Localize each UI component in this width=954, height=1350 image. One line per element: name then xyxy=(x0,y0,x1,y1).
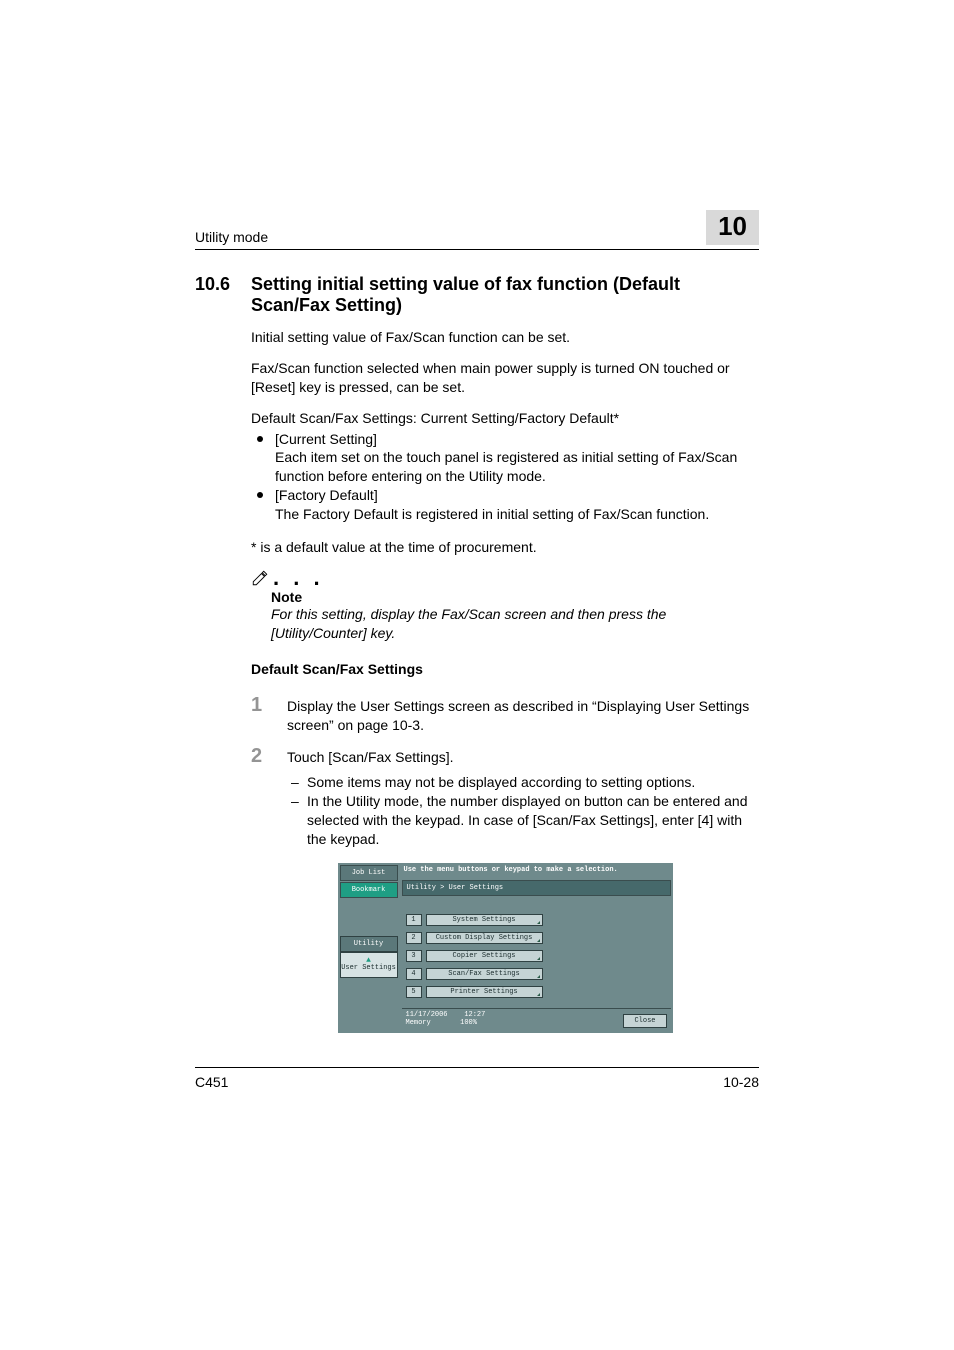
running-head: Utility mode 10 xyxy=(195,210,759,250)
paragraph: Initial setting value of Fax/Scan functi… xyxy=(251,328,759,347)
step-body: Display the User Settings screen as desc… xyxy=(287,695,759,735)
system-settings-button[interactable]: System Settings xyxy=(426,914,543,926)
note-icon-row: . . . xyxy=(251,569,759,587)
step: 1 Display the User Settings screen as de… xyxy=(251,695,759,735)
panel-left-column: Job List Bookmark Utility ▲ User Setting… xyxy=(338,863,400,1033)
menu-row: 2 Custom Display Settings xyxy=(406,932,667,944)
asterisk-note: * is a default value at the time of proc… xyxy=(251,538,759,557)
menu-number: 1 xyxy=(406,914,422,926)
memory-value: 100% xyxy=(460,1019,477,1027)
status-left: 11/17/2006 12:27 Memory 100% xyxy=(406,1011,486,1028)
subheading: Default Scan/Fax Settings xyxy=(251,661,759,677)
menu-area: 1 System Settings 2 Custom Display Setti… xyxy=(402,896,671,1008)
step-text: Touch [Scan/Fax Settings]. xyxy=(287,749,454,765)
instruction-text: Use the menu buttons or keypad to make a… xyxy=(402,865,671,880)
note-block: . . . Note For this setting, display the… xyxy=(251,569,759,643)
paragraph: Default Scan/Fax Settings: Current Setti… xyxy=(251,409,759,428)
bullet-item: [Factory Default] The Factory Default is… xyxy=(251,486,759,524)
bookmark-tab[interactable]: Bookmark xyxy=(340,882,398,898)
dash-item: Some items may not be displayed accordin… xyxy=(287,773,759,792)
section-number: 10.6 xyxy=(195,274,251,316)
menu-number: 5 xyxy=(406,986,422,998)
utility-button[interactable]: Utility xyxy=(340,936,398,952)
footer-left: C451 xyxy=(195,1074,228,1090)
body-column: Initial setting value of Fax/Scan functi… xyxy=(251,328,759,1033)
breadcrumb-bar: Utility > User Settings xyxy=(402,880,671,896)
chapter-number-box: 10 xyxy=(706,210,759,245)
menu-row: 5 Printer Settings xyxy=(406,986,667,998)
bullet-text: The Factory Default is registered in ini… xyxy=(275,505,759,524)
menu-row: 1 System Settings xyxy=(406,914,667,926)
step: 2 Touch [Scan/Fax Settings]. Some items … xyxy=(251,746,759,848)
bullet-item: [Current Setting] Each item set on the t… xyxy=(251,430,759,487)
paragraph: Fax/Scan function selected when main pow… xyxy=(251,359,759,397)
breadcrumb-label: User Settings xyxy=(341,964,396,972)
scan-fax-settings-button[interactable]: Scan/Fax Settings xyxy=(426,968,543,980)
panel-right-column: Use the menu buttons or keypad to make a… xyxy=(400,863,673,1033)
bullet-list: [Current Setting] Each item set on the t… xyxy=(251,430,759,524)
memory-label: Memory xyxy=(406,1019,431,1027)
page: Utility mode 10 10.6 Setting initial set… xyxy=(0,0,954,1350)
job-list-tab[interactable]: Job List xyxy=(340,865,398,881)
bullet-text: Each item set on the touch panel is regi… xyxy=(275,448,759,486)
step-number: 2 xyxy=(251,746,287,848)
pencil-icon xyxy=(251,569,269,587)
dash-item: In the Utility mode, the number displaye… xyxy=(287,792,759,849)
close-button[interactable]: Close xyxy=(623,1014,666,1028)
user-settings-breadcrumb[interactable]: ▲ User Settings xyxy=(340,952,398,978)
running-head-text: Utility mode xyxy=(195,229,268,245)
copier-settings-button[interactable]: Copier Settings xyxy=(426,950,543,962)
menu-row: 3 Copier Settings xyxy=(406,950,667,962)
note-text: For this setting, display the Fax/Scan s… xyxy=(271,605,759,643)
menu-number: 4 xyxy=(406,968,422,980)
step-body: Touch [Scan/Fax Settings]. Some items ma… xyxy=(287,746,759,848)
note-dots-icon: . . . xyxy=(273,572,324,587)
status-date: 11/17/2006 xyxy=(406,1011,448,1019)
dash-list: Some items may not be displayed accordin… xyxy=(287,773,759,849)
menu-number: 3 xyxy=(406,950,422,962)
custom-display-settings-button[interactable]: Custom Display Settings xyxy=(426,932,543,944)
section-heading: 10.6 Setting initial setting value of fa… xyxy=(195,274,759,316)
panel-body: Job List Bookmark Utility ▲ User Setting… xyxy=(338,863,673,1033)
menu-row: 4 Scan/Fax Settings xyxy=(406,968,667,980)
bullet-label: [Current Setting] xyxy=(275,431,377,447)
page-footer: C451 10-28 xyxy=(195,1067,759,1090)
bullet-label: [Factory Default] xyxy=(275,487,378,503)
note-label: Note xyxy=(271,589,759,605)
step-number: 1 xyxy=(251,695,287,735)
menu-number: 2 xyxy=(406,932,422,944)
section-title: Setting initial setting value of fax fun… xyxy=(251,274,759,316)
footer-right: 10-28 xyxy=(723,1074,759,1090)
status-time: 12:27 xyxy=(464,1011,485,1019)
status-bar: 11/17/2006 12:27 Memory 100% Close xyxy=(402,1008,671,1031)
touch-panel-screenshot: Job List Bookmark Utility ▲ User Setting… xyxy=(338,863,673,1033)
printer-settings-button[interactable]: Printer Settings xyxy=(426,986,543,998)
